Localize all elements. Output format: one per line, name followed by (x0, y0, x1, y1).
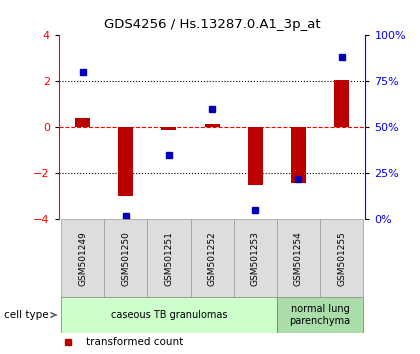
Bar (75, 118, 90, 127)
Bar (205, 124, 220, 127)
Text: caseous TB granulomas: caseous TB granulomas (110, 310, 227, 320)
Bar (61, 219, 104, 297)
Text: transformed count: transformed count (87, 337, 184, 347)
Bar (277, 297, 363, 333)
Bar (277, 219, 320, 297)
Text: normal lung
parenchyma: normal lung parenchyma (289, 304, 351, 326)
Bar (161, 127, 176, 130)
Bar (320, 219, 363, 297)
Text: GSM501253: GSM501253 (251, 231, 260, 286)
Bar (61, 297, 277, 333)
Text: GSM501255: GSM501255 (337, 231, 346, 286)
Bar (291, 127, 306, 183)
Title: GDS4256 / Hs.13287.0.A1_3p_at: GDS4256 / Hs.13287.0.A1_3p_at (104, 18, 320, 32)
Bar (234, 219, 277, 297)
Bar (104, 219, 147, 297)
Bar (334, 80, 349, 127)
Bar (147, 219, 191, 297)
Text: GSM501250: GSM501250 (121, 231, 130, 286)
Bar (248, 127, 263, 185)
Text: GSM501254: GSM501254 (294, 231, 303, 286)
Text: GSM501252: GSM501252 (207, 231, 217, 286)
Text: GSM501251: GSM501251 (164, 231, 173, 286)
Text: cell type: cell type (4, 310, 49, 320)
Bar (191, 219, 234, 297)
Bar (118, 127, 133, 196)
Text: GSM501249: GSM501249 (78, 231, 87, 286)
